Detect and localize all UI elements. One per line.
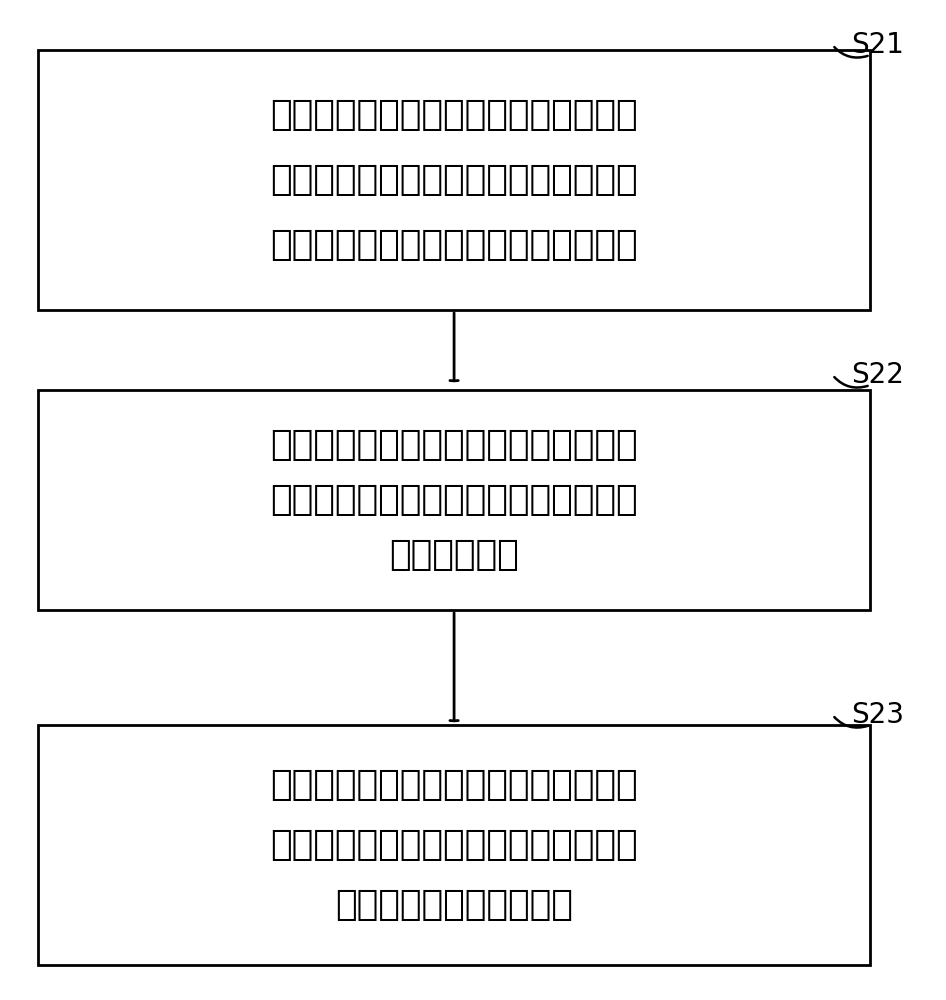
Text: S21: S21 [851,31,904,59]
Text: 对风力发电机组的整机外流场进行仿真: 对风力发电机组的整机外流场进行仿真 [271,98,638,132]
Text: 对应风力发电机组不同的仿真来流风况: 对应风力发电机组不同的仿真来流风况 [271,228,638,262]
Text: 真测风点处分别对应的仿真风速测值和: 真测风点处分别对应的仿真风速测值和 [271,483,638,517]
Bar [38,390,870,610]
Text: 确定在多个不同的仿真来流风况下，仿: 确定在多个不同的仿真来流风况下，仿 [271,428,638,462]
Text: 仿真风向测值: 仿真风向测值 [389,538,519,572]
Text: 传递函数和风向传递函数: 传递函数和风向传递函数 [335,888,573,922]
Text: S23: S23 [851,701,904,729]
Bar [38,725,870,965]
Bar [38,50,870,310]
Text: ，得到仿真气流场，不同的仿真气流场: ，得到仿真气流场，不同的仿真气流场 [271,163,638,197]
Text: S22: S22 [851,361,904,389]
Text: 定风力发电机组在仿真测风点处的风速: 定风力发电机组在仿真测风点处的风速 [271,828,638,862]
Text: 基于仿真风速测值和仿真风向测值，确: 基于仿真风速测值和仿真风向测值，确 [271,768,638,802]
